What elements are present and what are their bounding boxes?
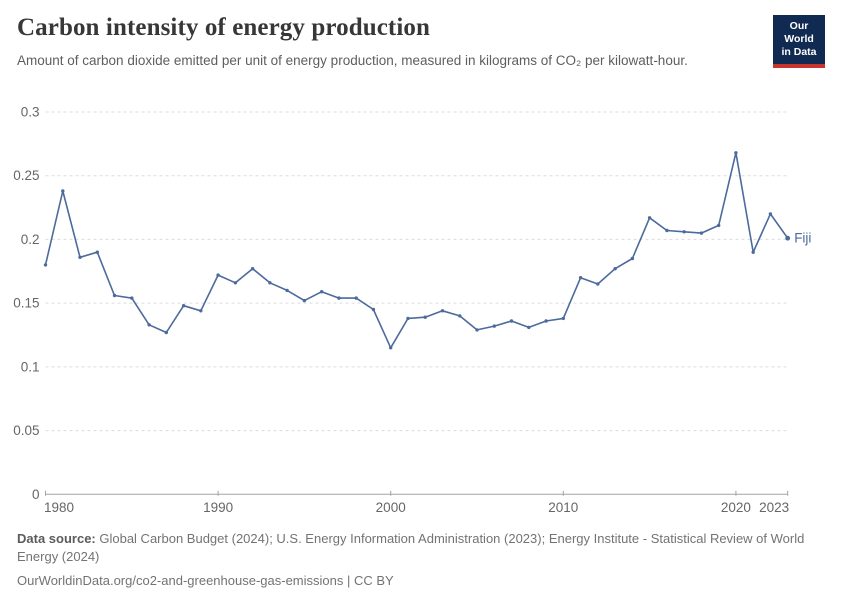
y-axis-tick-label: 0 (32, 487, 40, 502)
page-title: Carbon intensity of energy production (17, 14, 430, 41)
data-point[interactable] (130, 296, 134, 300)
data-point[interactable] (199, 309, 203, 313)
data-point[interactable] (320, 290, 324, 294)
data-source-label: Data source: (17, 531, 96, 546)
owid-logo-text-line2: in Data (781, 46, 817, 59)
y-axis-tick-label: 0.15 (13, 296, 39, 311)
data-point[interactable] (717, 223, 721, 228)
data-point[interactable] (181, 304, 186, 308)
data-point[interactable] (492, 324, 496, 328)
data-point[interactable] (95, 250, 100, 254)
data-point[interactable] (630, 256, 635, 261)
x-axis-tick-label: 2010 (548, 500, 578, 515)
data-point[interactable] (509, 319, 514, 323)
data-point[interactable] (613, 267, 617, 271)
chart-footer: Data source: Global Carbon Budget (2024)… (17, 530, 833, 591)
y-axis-tick-label: 0.3 (21, 105, 40, 120)
data-point[interactable] (665, 228, 669, 233)
data-point[interactable] (475, 328, 479, 332)
data-point[interactable] (233, 281, 238, 285)
data-point[interactable] (527, 325, 531, 330)
x-axis-tick-label: 1980 (44, 500, 74, 515)
data-point[interactable] (354, 296, 358, 300)
data-point[interactable] (768, 212, 773, 216)
owid-logo[interactable]: Our World in Data (773, 15, 825, 69)
x-axis-tick-label: 2020 (721, 500, 751, 515)
data-point[interactable] (544, 319, 548, 323)
x-axis-tick-label: 1990 (203, 500, 233, 515)
data-point[interactable] (389, 346, 393, 350)
data-point[interactable] (596, 282, 600, 286)
data-point[interactable] (699, 231, 704, 235)
y-axis-tick-label: 0.2 (21, 232, 40, 247)
data-source-line: Data source: Global Carbon Budget (2024)… (17, 530, 833, 566)
data-point[interactable] (302, 298, 307, 303)
data-point[interactable] (785, 235, 791, 241)
data-point[interactable] (285, 288, 289, 293)
owid-logo-text-line1: Our World (784, 20, 814, 46)
data-point[interactable] (751, 250, 755, 254)
y-axis-tick-label: 0.1 (21, 359, 40, 374)
data-source-text: Global Carbon Budget (2024); U.S. Energy… (17, 531, 805, 565)
x-axis-tick-label: 2023 (759, 500, 789, 515)
data-point[interactable] (734, 151, 738, 155)
data-point[interactable] (78, 255, 82, 259)
data-point[interactable] (458, 314, 462, 318)
chart-subtitle: Amount of carbon dioxide emitted per uni… (17, 52, 688, 68)
data-point[interactable] (268, 281, 272, 285)
data-point[interactable] (337, 296, 341, 300)
y-axis-tick-label: 0.25 (13, 168, 39, 183)
data-point[interactable] (61, 189, 65, 193)
data-point[interactable] (578, 276, 583, 280)
data-point[interactable] (561, 316, 565, 321)
data-point[interactable] (147, 323, 151, 327)
data-point[interactable] (112, 293, 117, 298)
data-point[interactable] (423, 315, 427, 319)
data-point[interactable] (440, 309, 445, 313)
data-point[interactable] (216, 273, 220, 277)
data-point[interactable] (164, 330, 168, 335)
x-axis-tick-label: 2000 (376, 500, 406, 515)
data-point[interactable] (406, 316, 410, 321)
chart-header: Carbon intensity of energy production Am… (17, 14, 765, 70)
license-line[interactable]: OurWorldinData.org/co2-and-greenhouse-ga… (17, 573, 394, 589)
data-point[interactable] (682, 230, 686, 234)
series-label-fiji[interactable]: Fiji (794, 231, 811, 246)
data-point[interactable] (250, 267, 255, 271)
data-point[interactable] (371, 307, 376, 312)
data-point[interactable] (647, 216, 652, 220)
data-point[interactable] (43, 263, 48, 267)
y-axis-tick-label: 0.05 (13, 423, 39, 438)
data-line-fiji[interactable] (44, 152, 789, 349)
